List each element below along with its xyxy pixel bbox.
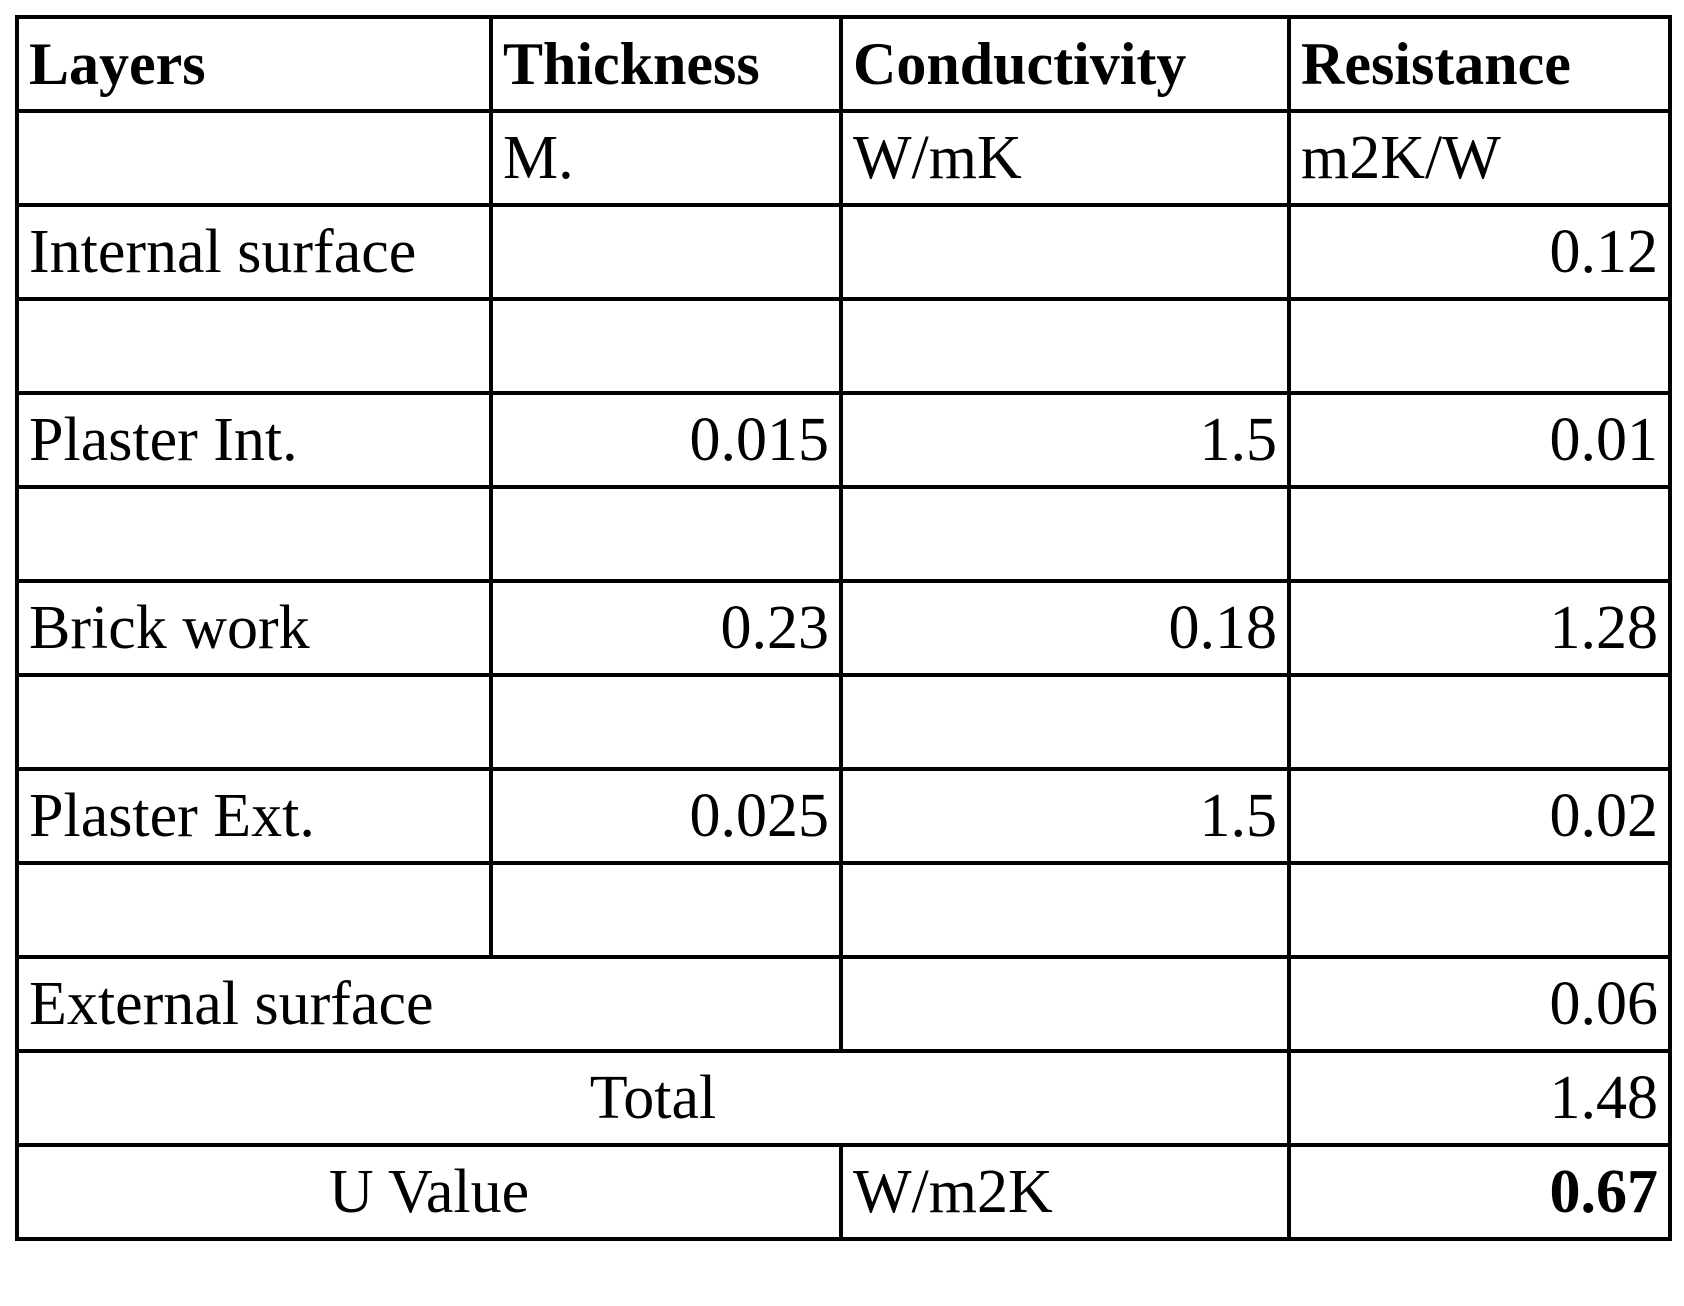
layer-cell: Brick work — [15, 579, 493, 677]
layer-cell: External surface — [15, 955, 843, 1053]
thickness-cell: 0.025 — [489, 767, 843, 865]
conductivity-cell: 0.18 — [839, 579, 1291, 677]
cell — [489, 297, 843, 395]
cell — [489, 485, 843, 583]
units-row: M. W/mK m2K/W — [15, 109, 1672, 207]
layer-cell: Plaster Ext. — [15, 767, 493, 865]
layer-row: External surface 0.06 — [15, 955, 1672, 1053]
spacer-row — [15, 861, 1672, 959]
conductivity-cell: 1.5 — [839, 767, 1291, 865]
u-value-table: Layers Thickness Conductivity Resistance… — [15, 15, 1672, 1241]
cell — [15, 485, 493, 583]
spacer-row — [15, 673, 1672, 771]
layer-row: Brick work 0.23 0.18 1.28 — [15, 579, 1672, 677]
layer-row: Internal surface 0.12 — [15, 203, 1672, 301]
u-value: 0.67 — [1287, 1143, 1672, 1241]
cell — [1287, 673, 1672, 771]
total-row: Total 1.48 — [15, 1049, 1672, 1147]
resistance-cell: 0.12 — [1287, 203, 1672, 301]
cell — [839, 955, 1291, 1053]
resistance-cell: 0.06 — [1287, 955, 1672, 1053]
conductivity-cell: 1.5 — [839, 391, 1291, 489]
header-cell: Conductivity — [839, 15, 1291, 113]
total-label: Total — [15, 1049, 1291, 1147]
unit-cell: M. — [489, 109, 843, 207]
cell — [489, 673, 843, 771]
cell — [839, 297, 1291, 395]
resistance-cell: 0.01 — [1287, 391, 1672, 489]
unit-cell: W/mK — [839, 109, 1291, 207]
cell — [1287, 485, 1672, 583]
u-value-label: U Value — [15, 1143, 843, 1241]
cell — [15, 297, 493, 395]
cell — [1287, 297, 1672, 395]
layer-cell: Plaster Int. — [15, 391, 493, 489]
resistance-cell: 0.02 — [1287, 767, 1672, 865]
cell — [839, 203, 1291, 301]
total-value: 1.48 — [1287, 1049, 1672, 1147]
layer-row: Plaster Ext. 0.025 1.5 0.02 — [15, 767, 1672, 865]
cell — [489, 203, 843, 301]
thickness-cell: 0.015 — [489, 391, 843, 489]
cell — [839, 673, 1291, 771]
layer-cell: Internal surface — [15, 203, 493, 301]
u-value-unit: W/m2K — [839, 1143, 1291, 1241]
header-row: Layers Thickness Conductivity Resistance — [15, 15, 1672, 113]
unit-cell: m2K/W — [1287, 109, 1672, 207]
cell — [839, 861, 1291, 959]
cell — [15, 673, 493, 771]
header-cell: Layers — [15, 15, 493, 113]
thickness-cell: 0.23 — [489, 579, 843, 677]
layer-row: Plaster Int. 0.015 1.5 0.01 — [15, 391, 1672, 489]
cell — [15, 861, 493, 959]
resistance-cell: 1.28 — [1287, 579, 1672, 677]
u-value-row: U Value W/m2K 0.67 — [15, 1143, 1672, 1241]
cell — [15, 109, 493, 207]
header-cell: Thickness — [489, 15, 843, 113]
cell — [1287, 861, 1672, 959]
spacer-row — [15, 485, 1672, 583]
cell — [489, 861, 843, 959]
spacer-row — [15, 297, 1672, 395]
cell — [839, 485, 1291, 583]
header-cell: Resistance — [1287, 15, 1672, 113]
